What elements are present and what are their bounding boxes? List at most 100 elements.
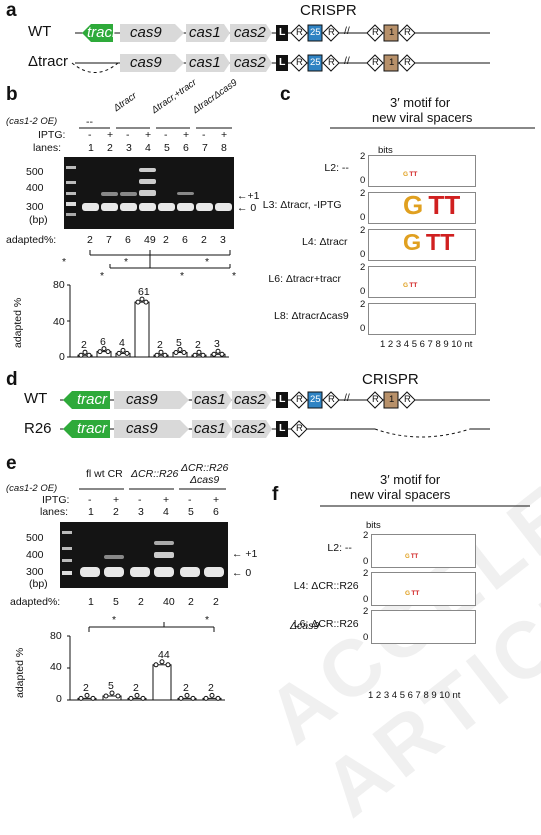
lane-number: 2: [107, 142, 113, 154]
ladder-label: 300: [26, 566, 44, 578]
gel-e: [60, 522, 228, 588]
significance-star: *: [180, 270, 185, 282]
break-mark: //: [344, 25, 350, 37]
bits-tick: 0: [360, 212, 366, 223]
bar-value-label: 4: [119, 337, 125, 350]
repeat-label: R: [296, 27, 303, 38]
chart-axis: [69, 636, 225, 701]
ladder-label: 500: [26, 166, 44, 178]
iptg-sign: -: [88, 494, 92, 506]
repeat-label: R: [296, 394, 303, 405]
iptg-sign: +: [213, 494, 220, 506]
cas1-label: cas1: [194, 391, 226, 408]
iptg-sign: -: [164, 129, 168, 141]
y-axis-label: adapted %: [14, 647, 26, 698]
significance-star: *: [62, 256, 67, 268]
data-point: [82, 349, 88, 355]
data-point: [215, 695, 221, 701]
data-point: [215, 348, 221, 354]
motif-title: new viral spacers: [350, 487, 451, 502]
data-point: [209, 692, 215, 698]
motif-title: 3′ motif for: [380, 472, 441, 487]
spacer-1-label: 1: [389, 57, 395, 68]
bar: [172, 352, 188, 358]
adapted-value: 2: [87, 234, 93, 246]
data-point: [181, 350, 187, 355]
tracr-label: tracr: [87, 24, 117, 41]
iptg-sign: -: [126, 129, 130, 141]
y-tick-label: 80: [50, 630, 62, 642]
cas2-label: cas2: [234, 391, 266, 408]
cas2-label: cas2: [234, 24, 266, 41]
bits-tick: 2: [360, 262, 366, 273]
bits-tick: 2: [363, 530, 369, 541]
bar: [77, 697, 97, 701]
group-underlines-b: [79, 127, 232, 129]
bar: [191, 354, 207, 358]
data-point: [143, 299, 149, 305]
motif-letters: G TT: [402, 170, 418, 178]
bar: [210, 353, 226, 358]
bar: [153, 354, 169, 358]
motif-row-label: L4: Δtracr: [302, 236, 348, 248]
lane-number: 3: [126, 142, 132, 154]
significance-star: *: [100, 270, 105, 282]
panel-letter-a: a: [6, 0, 17, 21]
bits-tick: 2: [363, 606, 369, 617]
bar: [102, 695, 122, 701]
adapted-value: 49: [144, 234, 156, 246]
spacer-25-label: 25: [310, 27, 321, 38]
motif-row-label: L4: ΔCR::R26: [293, 580, 359, 592]
bits-tick: 2: [360, 188, 366, 199]
spacer-1-label: 1: [389, 394, 395, 405]
data-point: [165, 662, 171, 668]
iptg-sign: +: [221, 129, 228, 141]
repeat-label: R: [328, 27, 335, 38]
lane-number: 8: [221, 142, 227, 154]
lane-number: 4: [163, 506, 169, 518]
data-point: [101, 346, 107, 352]
data-point: [120, 347, 126, 353]
adapted-label: adapted%:: [10, 596, 61, 608]
data-point: [105, 349, 111, 355]
ladder-unit: (bp): [29, 578, 48, 590]
bar-value-label: 2: [133, 682, 139, 695]
band-arrow-0: ← 0: [232, 567, 252, 579]
panel-letter-b: b: [6, 84, 18, 105]
bar: [152, 664, 172, 701]
adapted-value: 2: [138, 596, 144, 608]
adapted-value: 6: [182, 234, 188, 246]
cas9-gene: [120, 24, 184, 42]
bar-value-label: 2: [83, 682, 89, 695]
data-point: [159, 659, 165, 665]
group-label: Δcas9: [190, 474, 220, 486]
data-point: [103, 693, 109, 699]
motif-underline-c: [330, 127, 535, 129]
leader-label: L: [279, 26, 286, 38]
bar-value-label: 2: [81, 339, 87, 352]
data-point: [158, 349, 164, 355]
adapted-value: 2: [213, 596, 219, 608]
ladder-label: 500: [26, 532, 44, 544]
bar-value-label: 2: [183, 682, 189, 695]
band-arrow-plus1: ←+1: [237, 190, 260, 202]
break-mark: //: [344, 55, 350, 67]
bar-value-label: 44: [158, 648, 170, 661]
lane-number: 1: [88, 506, 94, 518]
data-point: [190, 695, 196, 701]
ladder-label: 400: [26, 182, 44, 194]
motif-letters: G TT: [404, 589, 420, 597]
data-point: [140, 695, 146, 701]
iptg-sign: -: [188, 494, 192, 506]
adapted-value: 1: [88, 596, 94, 608]
data-point: [178, 695, 184, 701]
bits-tick: 2: [360, 151, 366, 162]
panel-letter-d: d: [6, 369, 18, 390]
adapted-value: 2: [201, 234, 207, 246]
cas1-label: cas1: [194, 420, 226, 437]
lanes-label: lanes:: [33, 142, 62, 154]
bits-tick: 0: [363, 556, 369, 567]
lane-number: 6: [183, 142, 189, 154]
repeat-label: R: [404, 27, 411, 38]
bits-tick: 0: [360, 249, 366, 260]
